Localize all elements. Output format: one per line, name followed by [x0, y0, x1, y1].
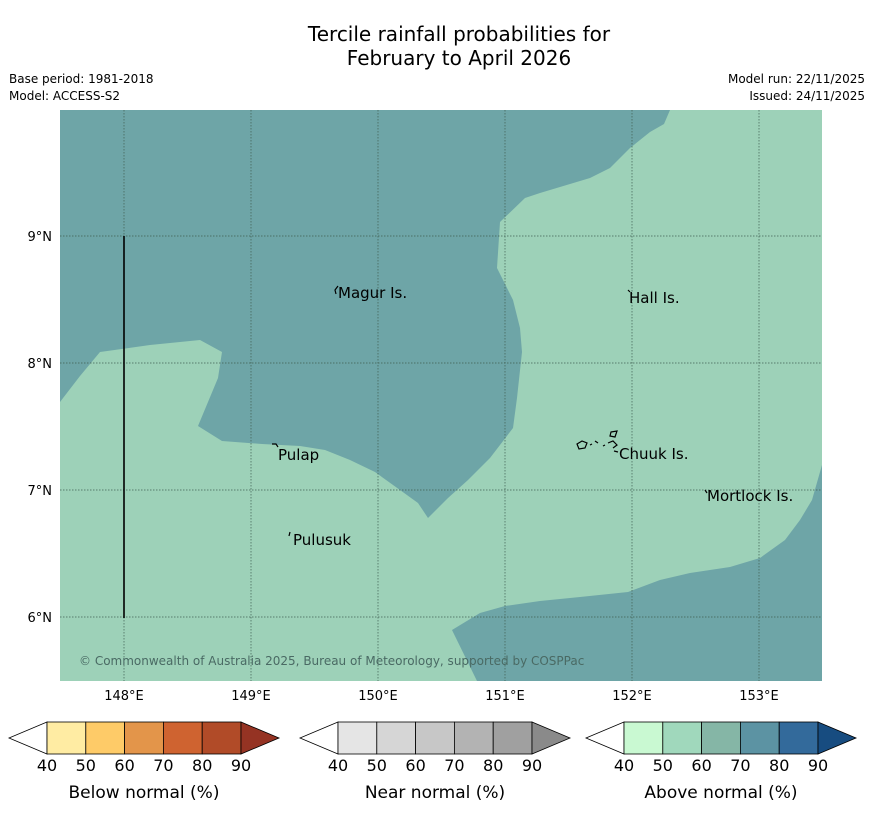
legend-below-box-70-80 — [162, 721, 203, 755]
island-outlines — [272, 285, 708, 537]
pulusuk-island-shape — [288, 531, 291, 537]
legend-above-tick-50: 50 — [653, 756, 673, 775]
place-pulusuk: Pulusuk — [293, 531, 351, 549]
meta-left: Base period: 1981-2018 Model: ACCESS-S2 — [9, 71, 154, 105]
lat-tick-6: 6°N — [28, 611, 53, 626]
legend-near-box-40-50 — [337, 721, 378, 755]
legend-below-tick-90: 90 — [231, 756, 251, 775]
legend-above-box-60-70 — [701, 721, 741, 755]
place-hall: Hall Is. — [629, 289, 680, 307]
legend-below-arrow-high — [240, 721, 281, 755]
legend-above-box-50-60 — [662, 721, 703, 755]
legend-above-box-40-50 — [623, 721, 664, 755]
base-period: Base period: 1981-2018 — [9, 72, 154, 86]
title-line-2: February to April 2026 — [346, 46, 572, 70]
issued-date: Issued: 24/11/2025 — [749, 89, 865, 103]
legend-below-tick-80: 80 — [192, 756, 212, 775]
legend-above-tick-70: 70 — [730, 756, 750, 775]
legend-below-box-60-70 — [124, 721, 164, 755]
legend-near-box-80-90 — [492, 721, 533, 755]
legend-near-tick-50: 50 — [367, 756, 387, 775]
legend-near-tick-80: 80 — [483, 756, 503, 775]
legend-below-label: Below normal (%) — [69, 783, 220, 803]
place-pulap: Pulap — [278, 446, 319, 464]
map-region-60-70-north — [60, 110, 670, 518]
legend-below-tick-70: 70 — [153, 756, 173, 775]
chuuk-island-shapes — [576, 430, 619, 453]
legend-below-tick-50: 50 — [76, 756, 96, 775]
legend-below-tick-40: 40 — [37, 756, 57, 775]
lon-tick-149: 149°E — [231, 689, 271, 704]
legend-above-normal: 40 50 60 70 80 90 Above normal (%) — [584, 721, 858, 803]
legend-above-tick-90: 90 — [808, 756, 828, 775]
legend-above-tick-80: 80 — [769, 756, 789, 775]
legend-near-arrow-high — [531, 721, 572, 755]
legend-above-tick-40: 40 — [614, 756, 634, 775]
lon-tick-148: 148°E — [104, 689, 144, 704]
legend-near-box-50-60 — [376, 721, 417, 755]
legend-above-label: Above normal (%) — [644, 783, 797, 803]
map-area — [60, 110, 822, 681]
legend-below-box-80-90 — [201, 721, 242, 755]
longitude-axis: 148°E 149°E 150°E 151°E 152°E 153°E — [104, 689, 779, 704]
legend-above-box-80-90 — [778, 721, 819, 755]
legend-near-label: Near normal (%) — [365, 783, 505, 803]
magur-island-shape — [334, 285, 339, 295]
title-line-1: Tercile rainfall probabilities for — [307, 22, 611, 46]
mortlock-island-shape — [704, 489, 708, 494]
hall-island-shape — [627, 289, 631, 293]
meta-right: Model run: 22/11/2025 Issued: 24/11/2025 — [728, 71, 865, 105]
lat-tick-8: 8°N — [28, 357, 53, 372]
legend-above-arrow-low — [584, 721, 625, 755]
model-name: Model: ACCESS-S2 — [9, 89, 121, 103]
legend-below-normal: 40 50 60 70 80 90 Below normal (%) — [7, 721, 281, 803]
place-chuuk: Chuuk Is. — [619, 445, 688, 463]
legend-above-arrow-high — [817, 721, 858, 755]
legend-near-tick-60: 60 — [405, 756, 425, 775]
latitude-axis: 9°N 8°N 7°N 6°N — [28, 230, 53, 626]
lon-tick-153: 153°E — [739, 689, 779, 704]
legend-above-tick-60: 60 — [691, 756, 711, 775]
legend-above-box-70-80 — [739, 721, 780, 755]
lat-tick-9: 9°N — [28, 230, 53, 245]
place-mortlock: Mortlock Is. — [707, 487, 793, 505]
place-magur: Magur Is. — [338, 284, 407, 302]
place-labels: Magur Is. Hall Is. Pulap Chuuk Is. Mortl… — [278, 284, 793, 549]
legend-below-arrow-low — [7, 721, 48, 755]
legend-near-normal: 40 50 60 70 80 90 Near normal (%) — [298, 721, 572, 803]
lon-tick-151: 151°E — [485, 689, 525, 704]
copyright-notice: © Commonwealth of Australia 2025, Bureau… — [79, 654, 584, 668]
map-region-60-70-south — [452, 465, 822, 681]
legend-below-box-50-60 — [85, 721, 126, 755]
pulap-island-shape — [272, 443, 279, 448]
legend-below-box-40-50 — [46, 721, 87, 755]
lon-tick-152: 152°E — [612, 689, 652, 704]
model-run: Model run: 22/11/2025 — [727, 72, 865, 86]
lon-tick-150: 150°E — [358, 689, 398, 704]
legend-near-box-70-80 — [453, 721, 494, 755]
legend-near-box-60-70 — [415, 721, 455, 755]
legend-near-arrow-low — [298, 721, 339, 755]
chart-title: Tercile rainfall probabilities for Febru… — [0, 22, 873, 70]
legend-below-tick-60: 60 — [114, 756, 134, 775]
legend-near-tick-90: 90 — [522, 756, 542, 775]
lat-tick-7: 7°N — [28, 484, 53, 499]
legend-near-tick-40: 40 — [328, 756, 348, 775]
legend-near-tick-70: 70 — [444, 756, 464, 775]
